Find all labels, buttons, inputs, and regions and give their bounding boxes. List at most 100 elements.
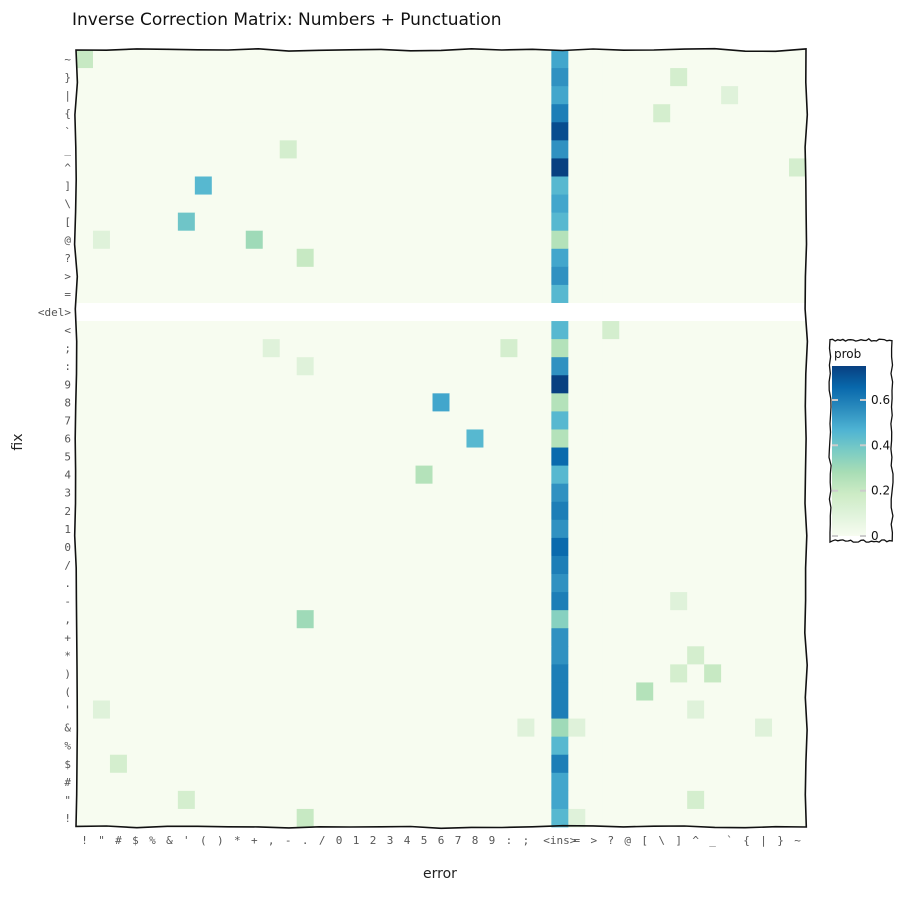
cell-2-c36 bbox=[126, 501, 145, 521]
cell-c64-c34 bbox=[92, 230, 111, 250]
cell-c124-c95 bbox=[704, 86, 722, 105]
cell-c95-6 bbox=[432, 140, 450, 159]
cell-c123-0 bbox=[330, 104, 349, 123]
cell-c42-c94 bbox=[687, 646, 705, 665]
cell-c124-c45 bbox=[279, 86, 298, 105]
cell-c92-c92 bbox=[653, 194, 671, 214]
cell-1-1 bbox=[347, 519, 366, 539]
cell-1-c125 bbox=[772, 519, 790, 539]
cell-c36-c47 bbox=[313, 754, 332, 774]
cell-c35-c42 bbox=[228, 772, 247, 792]
cell-c93-c43 bbox=[245, 176, 264, 195]
cell-c60delc62-c42 bbox=[228, 302, 247, 322]
cell-1-c60 bbox=[534, 519, 552, 539]
cell-c63-c62 bbox=[585, 248, 603, 268]
cell-c38-c61 bbox=[568, 718, 586, 738]
cell-c33-c60insc62 bbox=[551, 808, 569, 828]
cell-c62-c126 bbox=[789, 266, 807, 286]
cell-2-c62 bbox=[585, 501, 603, 521]
cell-c41-2 bbox=[364, 664, 382, 683]
cell-c59-c96 bbox=[721, 339, 739, 358]
cell-c124-c36 bbox=[126, 86, 145, 105]
cell-c34-0 bbox=[330, 790, 349, 810]
cell-c125-c93 bbox=[670, 68, 688, 87]
cell-c60-0 bbox=[330, 321, 349, 340]
cell-c96-c93 bbox=[670, 122, 688, 141]
cell-c91-c123 bbox=[738, 212, 756, 232]
cell-c59-c39 bbox=[177, 339, 196, 358]
cell-5-c61 bbox=[568, 447, 586, 466]
cell-c125-c42 bbox=[228, 68, 247, 87]
cell-c61-c58 bbox=[500, 284, 518, 304]
cell-8-5 bbox=[415, 393, 433, 412]
cell-c61-c60 bbox=[534, 284, 552, 304]
cell-c45-c126 bbox=[789, 592, 807, 611]
cell-c63-c61 bbox=[568, 248, 586, 268]
cell-8-c34 bbox=[92, 393, 111, 412]
x-tick-c58: : bbox=[506, 834, 513, 847]
cell-c35-9 bbox=[483, 772, 501, 792]
cell-c126-c62 bbox=[585, 50, 603, 69]
cell-c123-6 bbox=[432, 104, 450, 123]
cell-1-c61 bbox=[568, 519, 586, 539]
cell-8-c125 bbox=[772, 393, 790, 412]
cell-5-7 bbox=[449, 447, 467, 466]
cell-7-c96 bbox=[721, 411, 739, 430]
cell-c63-c38 bbox=[160, 248, 179, 268]
cell-c123-c59 bbox=[517, 104, 535, 123]
cell-c96-c124 bbox=[755, 122, 773, 141]
cell-c94-c37 bbox=[143, 158, 162, 177]
cell-4-6 bbox=[432, 465, 450, 485]
cell-c62-c62 bbox=[585, 266, 603, 286]
cell-c42-c37 bbox=[143, 646, 162, 665]
cell-c39-c62 bbox=[585, 700, 603, 719]
cell-c45-c95 bbox=[704, 592, 722, 611]
cell-c36-c33 bbox=[76, 754, 94, 774]
cell-c91-c44 bbox=[262, 212, 281, 232]
cell-c64-c46 bbox=[296, 230, 315, 250]
cell-c46-c43 bbox=[245, 574, 264, 593]
cell-c96-c41 bbox=[211, 122, 230, 141]
cell-c63-7 bbox=[449, 248, 467, 268]
cell-c60delc62-c94 bbox=[687, 302, 705, 322]
cell-c38-c45 bbox=[279, 718, 298, 738]
cell-c60delc62-c45 bbox=[279, 302, 298, 322]
cell-c60-c38 bbox=[160, 321, 179, 340]
cell-c93-c62 bbox=[585, 176, 603, 195]
cell-c36-c59 bbox=[517, 754, 535, 774]
legend-tick-label: 0 bbox=[871, 529, 879, 543]
cell-c123-c42 bbox=[228, 104, 247, 123]
cell-c125-c95 bbox=[704, 68, 722, 87]
cell-9-c93 bbox=[670, 375, 688, 394]
cell-c40-c95 bbox=[704, 682, 722, 701]
cell-c58-c47 bbox=[313, 357, 332, 376]
cell-c62-c45 bbox=[279, 266, 298, 286]
cell-5-c92 bbox=[653, 447, 671, 466]
cell-c35-c33 bbox=[76, 772, 94, 792]
cell-c124-c35 bbox=[109, 86, 128, 105]
cell-c61-c35 bbox=[109, 284, 128, 304]
cell-c60delc62-c39 bbox=[177, 302, 196, 322]
cell-1-c95 bbox=[704, 519, 722, 539]
cell-c60delc62-c47 bbox=[313, 302, 332, 322]
cell-c43-c96 bbox=[721, 628, 739, 647]
cell-c44-c37 bbox=[143, 610, 162, 629]
cell-c42-c42 bbox=[228, 646, 247, 665]
cell-c36-1 bbox=[347, 754, 366, 774]
cell-c124-c58 bbox=[500, 86, 518, 105]
cell-c47-c61 bbox=[568, 555, 586, 575]
cell-c44-c35 bbox=[109, 610, 128, 629]
cell-c34-c36 bbox=[126, 790, 145, 810]
cell-c125-c60 bbox=[534, 68, 552, 87]
cell-c35-7 bbox=[449, 772, 467, 792]
cell-c95-c62 bbox=[585, 140, 603, 159]
cell-c44-c42 bbox=[228, 610, 247, 629]
cell-c47-c93 bbox=[670, 555, 688, 575]
cell-c125-c58 bbox=[500, 68, 518, 87]
y-tick-c38: & bbox=[64, 722, 71, 735]
cell-4-c39 bbox=[177, 465, 196, 485]
cell-c36-8 bbox=[466, 754, 484, 774]
cell-c44-5 bbox=[415, 610, 433, 629]
cell-c40-c58 bbox=[500, 682, 518, 701]
x-tick-c62: > bbox=[590, 834, 597, 847]
